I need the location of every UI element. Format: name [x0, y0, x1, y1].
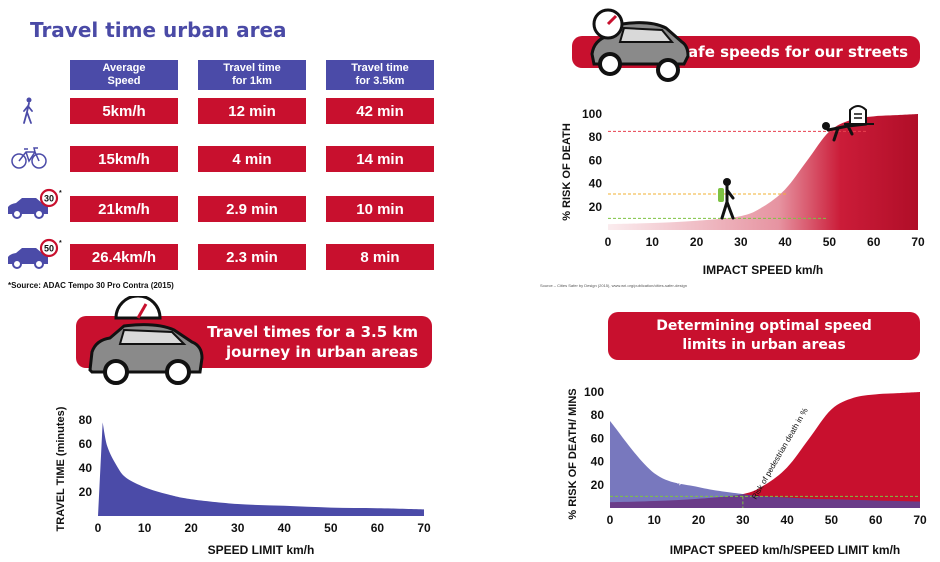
travel-time-area-combined — [610, 421, 920, 508]
chart1-source: Source – Cities Safer by Design (2015), … — [540, 283, 687, 288]
y-tick-60: 60 — [589, 153, 603, 167]
x-tick-30: 30 — [736, 513, 750, 527]
cell-car50-1km: 2.3 min — [198, 244, 306, 270]
x-tick-60: 60 — [867, 235, 881, 249]
table-source: *Source: ADAC Tempo 30 Pro Contra (2015) — [8, 281, 174, 290]
svg-text:*: * — [59, 240, 62, 247]
chart2-y-label: TRAVEL TIME (minutes) — [55, 406, 67, 531]
x-tick-30: 30 — [734, 235, 748, 249]
x-tick-40: 40 — [780, 513, 794, 527]
x-tick-0: 0 — [607, 513, 614, 527]
header-average-speed: Average Speed — [70, 60, 178, 90]
car-50-zone-icon: 50 * — [8, 238, 62, 269]
x-tick-0: 0 — [95, 521, 102, 535]
cell-car50-speed: 26.4km/h — [70, 244, 178, 270]
chart1-y-label: % RISK OF DEATH — [561, 123, 573, 221]
banner-travel-times-text: Travel times for a 3.5 km journey in urb… — [207, 323, 418, 361]
walking-person-icon — [23, 97, 33, 124]
travel-time-area — [98, 422, 424, 516]
pedestrian-icon — [718, 178, 735, 220]
car-30-zone-icon: 30 * — [8, 188, 62, 219]
chart3-x-label: IMPACT SPEED km/h/SPEED LIMIT km/h — [670, 543, 900, 557]
x-tick-10: 10 — [646, 235, 660, 249]
y-tick-40: 40 — [591, 455, 605, 469]
y-tick-40: 40 — [79, 461, 93, 475]
banner-optimal-speed: Determining optimal speed limits in urba… — [608, 312, 920, 360]
y-tick-20: 20 — [591, 478, 605, 492]
y-tick-80: 80 — [79, 413, 93, 427]
x-tick-50: 50 — [324, 521, 338, 535]
sign-30-text: 30 — [44, 194, 54, 204]
banner-safe-speeds-text: Safe speeds for our streets — [677, 43, 908, 61]
y-tick-20: 20 — [589, 200, 603, 214]
cell-car30-speed: 21km/h — [70, 196, 178, 222]
sign-50-text: 50 — [44, 244, 54, 254]
x-tick-60: 60 — [371, 521, 385, 535]
x-tick-30: 30 — [231, 521, 245, 535]
x-tick-60: 60 — [869, 513, 883, 527]
cell-car50-3-5km: 8 min — [326, 244, 434, 270]
banner-optimal-speed-text: Determining optimal speed limits in urba… — [656, 318, 872, 353]
car-speedometer-icon — [590, 8, 690, 82]
cell-walk-1km: 12 min — [198, 98, 306, 124]
cell-walk-speed: 5km/h — [70, 98, 178, 124]
y-tick-60: 60 — [591, 431, 605, 445]
x-tick-10: 10 — [138, 521, 152, 535]
y-tick-100: 100 — [582, 107, 602, 121]
pedestrian-impact-icon — [822, 122, 868, 142]
chart2-x-label: SPEED LIMIT km/h — [208, 543, 315, 557]
car-speedometer-icon-2 — [88, 296, 204, 385]
header-time-1km: Travel time for 1km — [198, 60, 306, 90]
y-tick-40: 40 — [589, 177, 603, 191]
x-tick-40: 40 — [278, 521, 292, 535]
x-tick-0: 0 — [605, 235, 612, 249]
header-time-3-5km: Travel time for 3.5km — [326, 60, 434, 90]
cell-walk-3-5km: 42 min — [326, 98, 434, 124]
x-tick-70: 70 — [911, 235, 925, 249]
x-tick-40: 40 — [778, 235, 792, 249]
table-title: Travel time urban area — [30, 18, 287, 42]
cell-bike-speed: 15km/h — [70, 146, 178, 172]
cell-bike-1km: 4 min — [198, 146, 306, 172]
x-tick-70: 70 — [417, 521, 431, 535]
y-tick-100: 100 — [584, 385, 604, 399]
risk-area-combined — [610, 392, 920, 508]
chart-travel-time: 0 10 20 30 40 50 60 70 20 40 60 80 SPEED LIMIT km/… — [55, 406, 431, 557]
y-tick-80: 80 — [589, 130, 603, 144]
cell-car30-3-5km: 10 min — [326, 196, 434, 222]
cell-bike-3-5km: 14 min — [326, 146, 434, 172]
x-tick-50: 50 — [823, 235, 837, 249]
y-tick-20: 20 — [79, 485, 93, 499]
chart-risk-of-death: 0 10 20 30 40 50 60 70 20 40 60 80 100 IMPACT SPEED… — [561, 105, 925, 277]
x-tick-20: 20 — [692, 513, 706, 527]
x-tick-20: 20 — [184, 521, 198, 535]
y-tick-60: 60 — [79, 437, 93, 451]
cell-car30-1km: 2.9 min — [198, 196, 306, 222]
gravestone-icon — [844, 105, 874, 125]
bicycle-icon — [11, 147, 47, 169]
x-tick-20: 20 — [690, 235, 704, 249]
chart3-y-label: % RISK OF DEATH/ MINS — [567, 388, 579, 519]
svg-text:*: * — [59, 190, 62, 197]
x-tick-10: 10 — [648, 513, 662, 527]
y-tick-80: 80 — [591, 408, 605, 422]
x-tick-70: 70 — [913, 513, 927, 527]
x-tick-50: 50 — [825, 513, 839, 527]
risk-area — [608, 114, 918, 230]
chart1-x-label: IMPACT SPEED km/h — [703, 263, 823, 277]
